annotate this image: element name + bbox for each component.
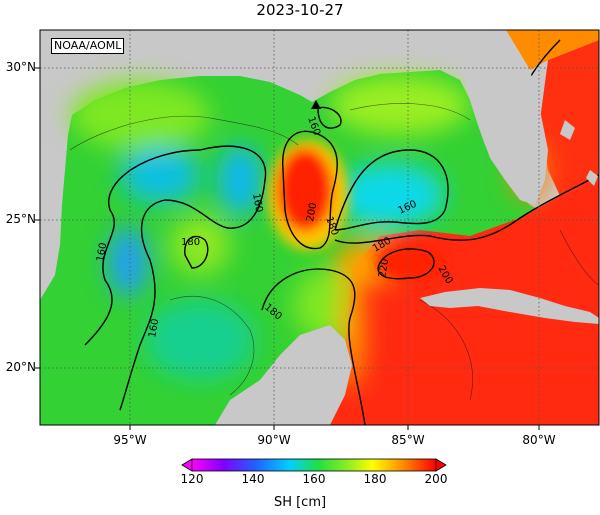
colorbar-tick-label: 140 xyxy=(241,472,265,486)
credit-box: NOAA/AOML xyxy=(51,38,125,54)
contour-label: 200 xyxy=(305,202,319,223)
lon-label-90w: 90°W xyxy=(257,433,291,447)
triangle-marker xyxy=(311,100,321,109)
lon-label-95w: 95°W xyxy=(113,433,147,447)
colorbar-tick-label: 160 xyxy=(302,472,326,486)
cuba xyxy=(420,288,599,324)
atlantic-ocean-northwest xyxy=(506,30,599,70)
colorbar xyxy=(181,458,447,472)
lat-label-30n: 30°N xyxy=(5,60,36,74)
lat-label-25n: 25°N xyxy=(5,212,36,226)
contour-160-east xyxy=(334,149,449,231)
contour-180-sw xyxy=(184,235,209,269)
atlantic-ocean xyxy=(540,40,599,196)
bahamas xyxy=(518,120,598,186)
yucatan-peninsula xyxy=(215,325,352,425)
contour-160-west xyxy=(84,145,267,411)
colorbar-tick-label: 180 xyxy=(363,472,387,486)
contour-label: 160 xyxy=(250,193,264,214)
colorbar-title: SH [cm] xyxy=(273,495,327,510)
colorbar-extend-low xyxy=(181,458,193,472)
contour-label: 160 xyxy=(95,242,109,263)
contour-180-loop xyxy=(261,268,366,425)
contour-160-north xyxy=(317,106,342,129)
contour-180-eddy xyxy=(282,130,338,250)
colorbar-extend-high xyxy=(435,458,447,472)
map-frame xyxy=(39,29,600,426)
lon-label-85w: 85°W xyxy=(391,433,425,447)
lat-label-20n: 20°N xyxy=(5,360,36,374)
contour-180-gulfcoast xyxy=(334,174,599,244)
colorbar-tick-label: 200 xyxy=(424,472,448,486)
contour-label: 180 xyxy=(181,237,200,248)
map-title: 2023-10-27 xyxy=(256,1,344,19)
contour-label: 160 xyxy=(147,318,161,339)
lon-label-80w: 80°W xyxy=(522,433,556,447)
colorbar-gradient xyxy=(191,458,437,472)
contour-label: 220 xyxy=(377,258,391,279)
colorbar-tick-label: 120 xyxy=(180,472,204,486)
contour-220 xyxy=(377,248,435,280)
